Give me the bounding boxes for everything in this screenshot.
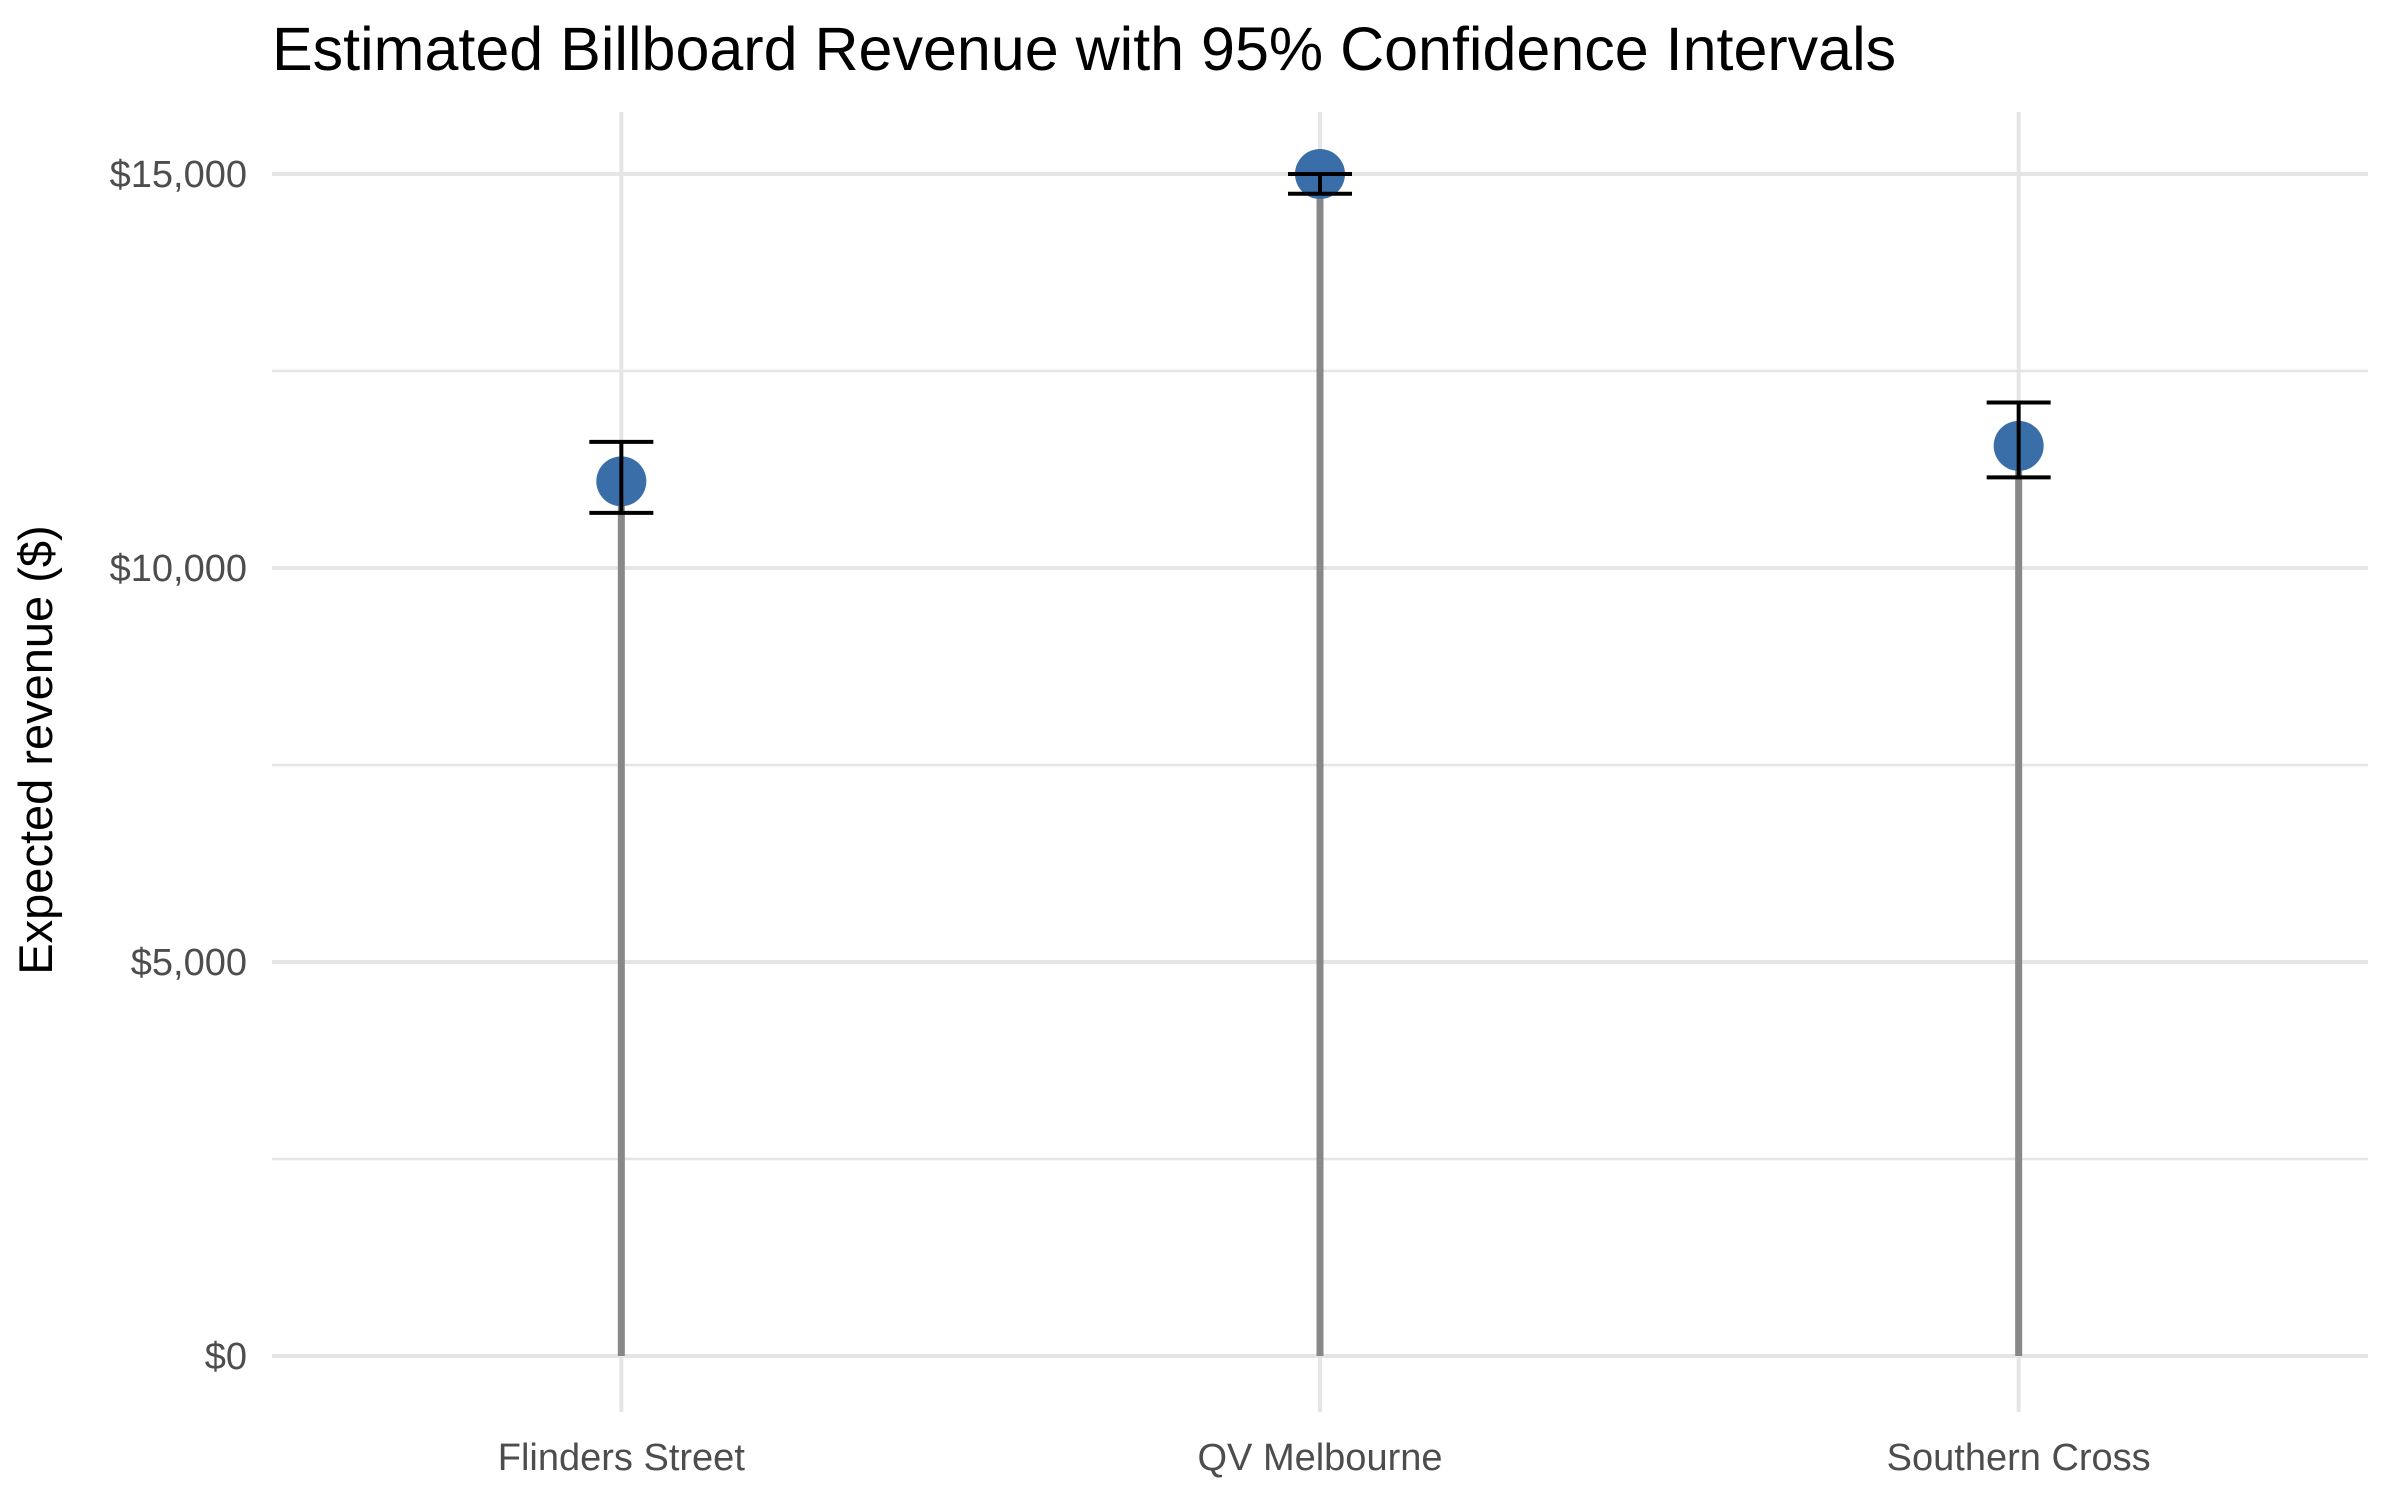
revenue-stems [617, 174, 2023, 1356]
y-axis-title: Expected revenue ($) [9, 525, 62, 974]
y-tick-label: $15,000 [110, 154, 247, 196]
y-axis-ticks: $0 $5,000 $10,000 $15,000 [110, 154, 247, 1378]
y-tick-label: $10,000 [110, 548, 247, 590]
confidence-intervals [589, 172, 2051, 515]
chart-title: Estimated Billboard Revenue with 95% Con… [272, 15, 1897, 83]
x-axis-ticks: Flinders Street QV Melbourne Southern Cros… [498, 1437, 2151, 1479]
x-tick-label: Flinders Street [498, 1437, 746, 1479]
x-tick-label: Southern Cross [1887, 1437, 2151, 1479]
x-tick-label: QV Melbourne [1197, 1437, 1442, 1479]
y-tick-label: $5,000 [131, 942, 247, 984]
y-tick-label: $0 [205, 1336, 247, 1378]
